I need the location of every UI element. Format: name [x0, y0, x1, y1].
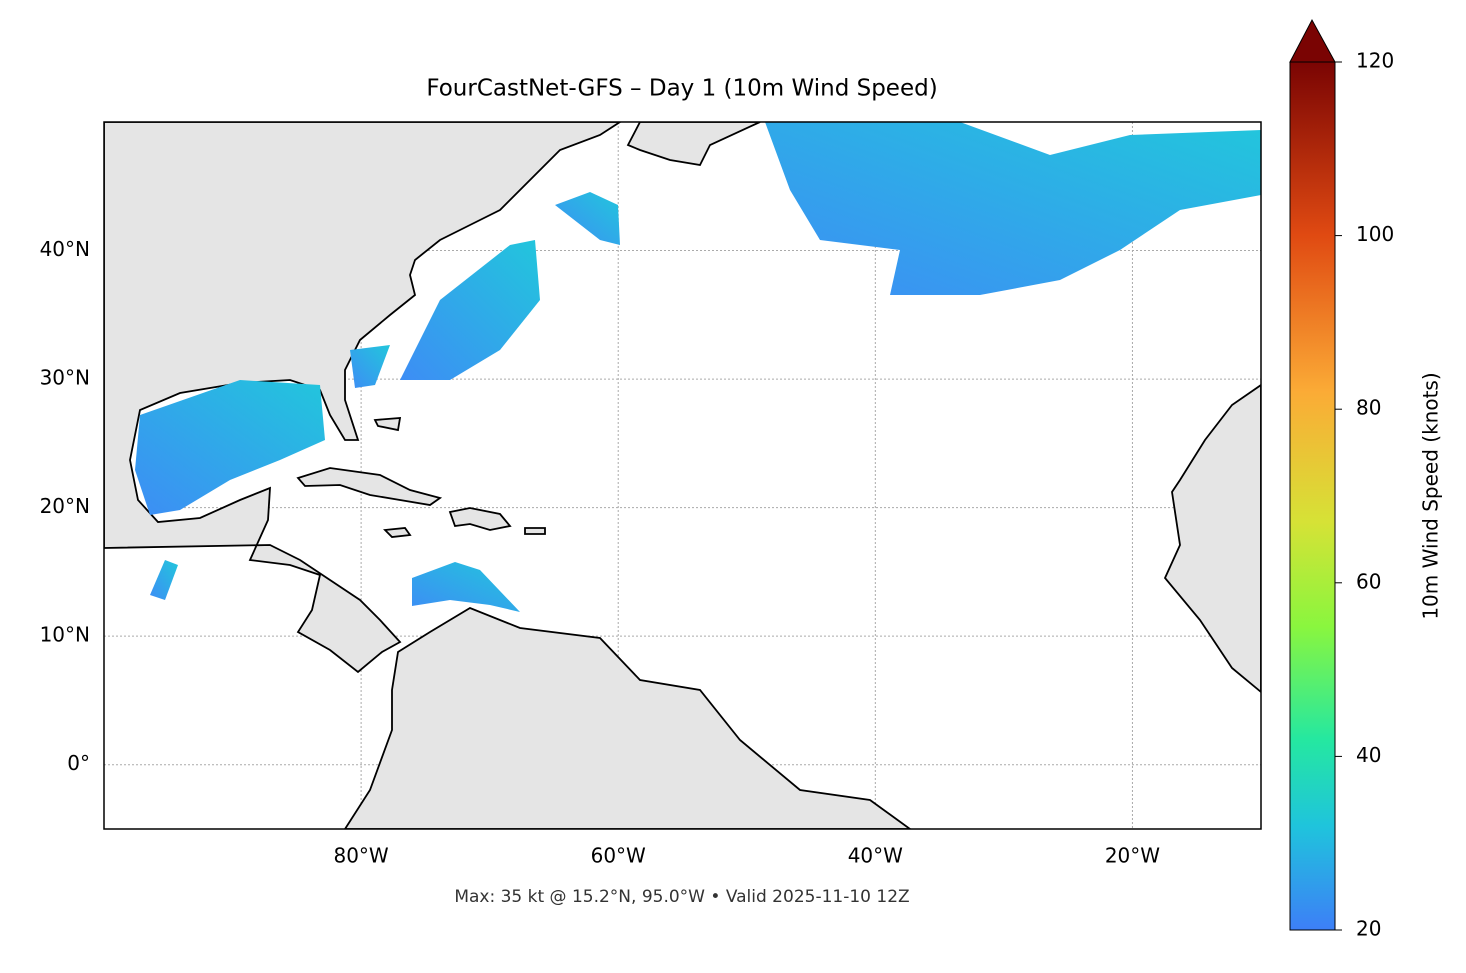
- map: [104, 122, 1261, 829]
- subtitle: Max: 35 kt @ 15.2°N, 95.0°W • Valid 2025…: [454, 887, 909, 907]
- north-america: [104, 122, 622, 674]
- wind-nova-scotia: [555, 192, 620, 245]
- colorbar: [1289, 61, 1336, 931]
- wind-pacific: [150, 560, 178, 600]
- x-tick-label: 80°W: [333, 844, 388, 868]
- bahamas: [373, 417, 402, 432]
- colorbar-label: 10m Wind Speed (knots): [1419, 372, 1443, 619]
- cuba: [296, 467, 443, 506]
- colorbar-tick-label: 120: [1356, 49, 1394, 73]
- wind-caribbean: [412, 562, 520, 612]
- colorbar-tick-label: 80: [1356, 396, 1381, 420]
- south-america: [343, 606, 912, 829]
- colorbar-tick-label: 100: [1356, 222, 1394, 246]
- plot-frame: [103, 121, 1262, 830]
- y-tick-label: 0°: [67, 751, 90, 775]
- y-tick-label: 10°N: [40, 623, 90, 647]
- colorbar-tick-label: 40: [1356, 743, 1381, 767]
- hispaniola: [448, 507, 512, 531]
- y-tick-label: 20°N: [40, 494, 90, 518]
- x-tick-label: 60°W: [591, 844, 646, 868]
- jamaica: [383, 527, 412, 538]
- axes: 80°W 60°W 40°W 20°W 0° 10°N 20°N 30°N 40°N 20 40 60…: [40, 49, 1395, 941]
- chart-title: FourCastNet-GFS – Day 1 (10m Wind Speed): [426, 76, 937, 102]
- y-tick-label: 30°N: [40, 366, 90, 390]
- wind-gulf: [135, 380, 325, 515]
- x-tick-label: 40°W: [848, 844, 903, 868]
- puerto-rico: [524, 527, 546, 535]
- wind-carolina: [350, 345, 390, 388]
- colorbar-tick-label: 60: [1356, 569, 1381, 593]
- y-tick-label: 40°N: [40, 237, 90, 261]
- colorbar-tick-label: 20: [1356, 917, 1381, 941]
- x-tick-label: 20°W: [1105, 844, 1160, 868]
- wind-north: [765, 122, 1261, 295]
- colorbar-extend: [1289, 18, 1336, 63]
- africa: [1163, 383, 1261, 694]
- newfoundland: [626, 122, 761, 166]
- wind-atlantic: [400, 240, 540, 380]
